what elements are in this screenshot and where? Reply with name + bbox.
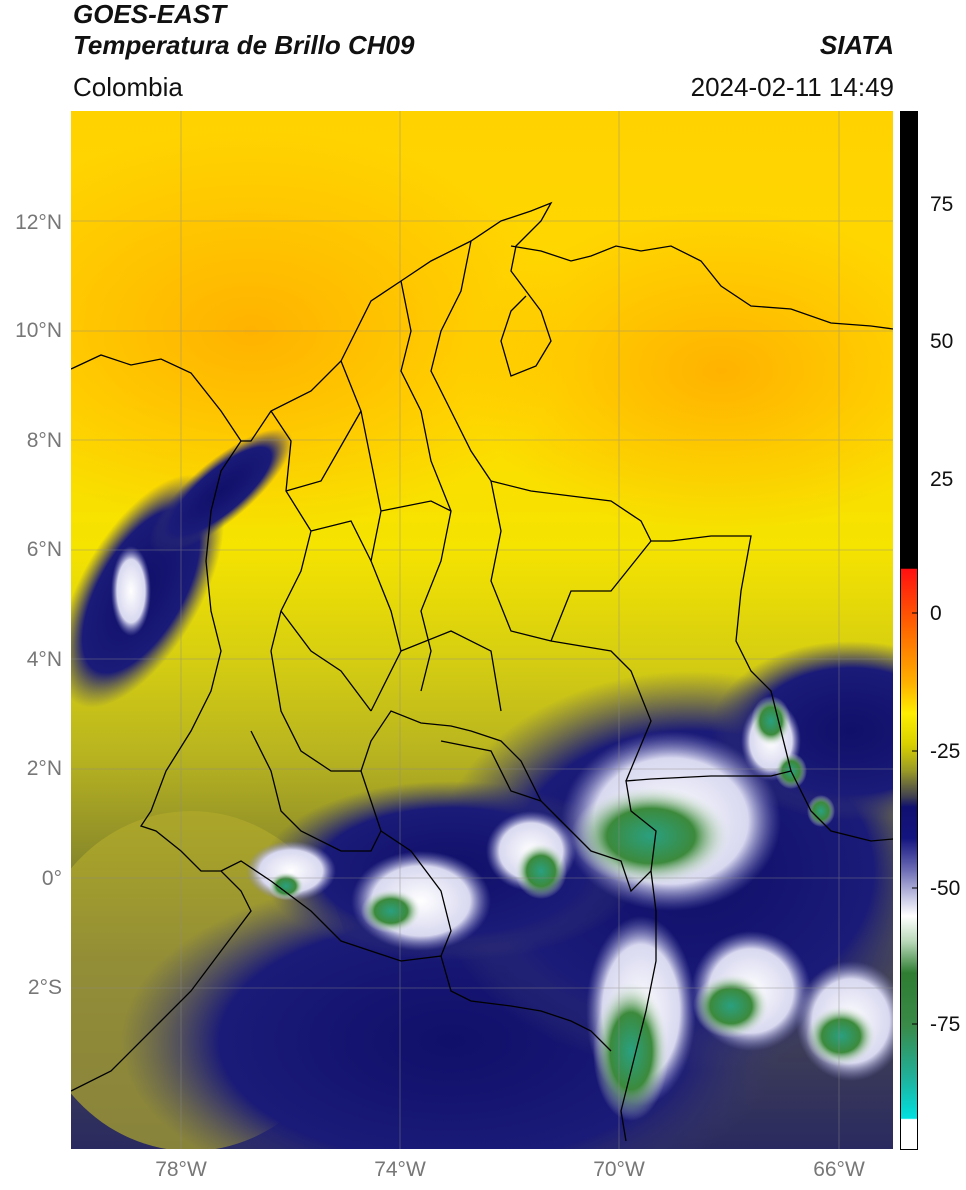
colorbar-tick-minus25: -25 — [930, 740, 961, 763]
lon-tick-74w: 74°W — [374, 1158, 426, 1181]
colorbar-tick-minus75: -75 — [930, 1013, 961, 1036]
colorbar-tick-minus50: -50 — [930, 877, 961, 900]
lat-tick-12n: 12°N — [15, 211, 62, 234]
colorbar-tick-75: 75 — [930, 193, 954, 216]
colorbar — [900, 111, 918, 1150]
region-label: Colombia — [73, 72, 183, 102]
satellite-map — [71, 111, 893, 1149]
colorbar-tick-0: 0 — [930, 602, 942, 625]
organization-label: SIATA — [819, 30, 894, 60]
lat-tick-6n: 6°N — [26, 538, 62, 561]
lat-tick-2n: 2°N — [26, 757, 62, 780]
lat-tick-8n: 8°N — [26, 429, 62, 452]
graticule — [71, 111, 893, 1149]
lon-tick-66w: 66°W — [813, 1158, 865, 1181]
coastlines — [71, 201, 893, 1142]
lat-tick-2s: 2°S — [27, 976, 62, 999]
lat-tick-4n: 4°N — [26, 648, 62, 671]
lat-tick-0: 0° — [41, 867, 62, 890]
lat-tick-10n: 10°N — [15, 319, 62, 342]
title-line-2: Temperatura de Brillo CH09 — [73, 30, 415, 60]
colorbar-tick-25: 25 — [930, 468, 954, 491]
colorbar-tick-50: 50 — [930, 330, 954, 353]
lon-tick-78w: 78°W — [155, 1158, 207, 1181]
lon-tick-70w: 70°W — [593, 1158, 645, 1181]
timestamp-label: 2024-02-11 14:49 — [690, 72, 894, 102]
title-line-1: GOES-EAST — [73, 0, 227, 29]
